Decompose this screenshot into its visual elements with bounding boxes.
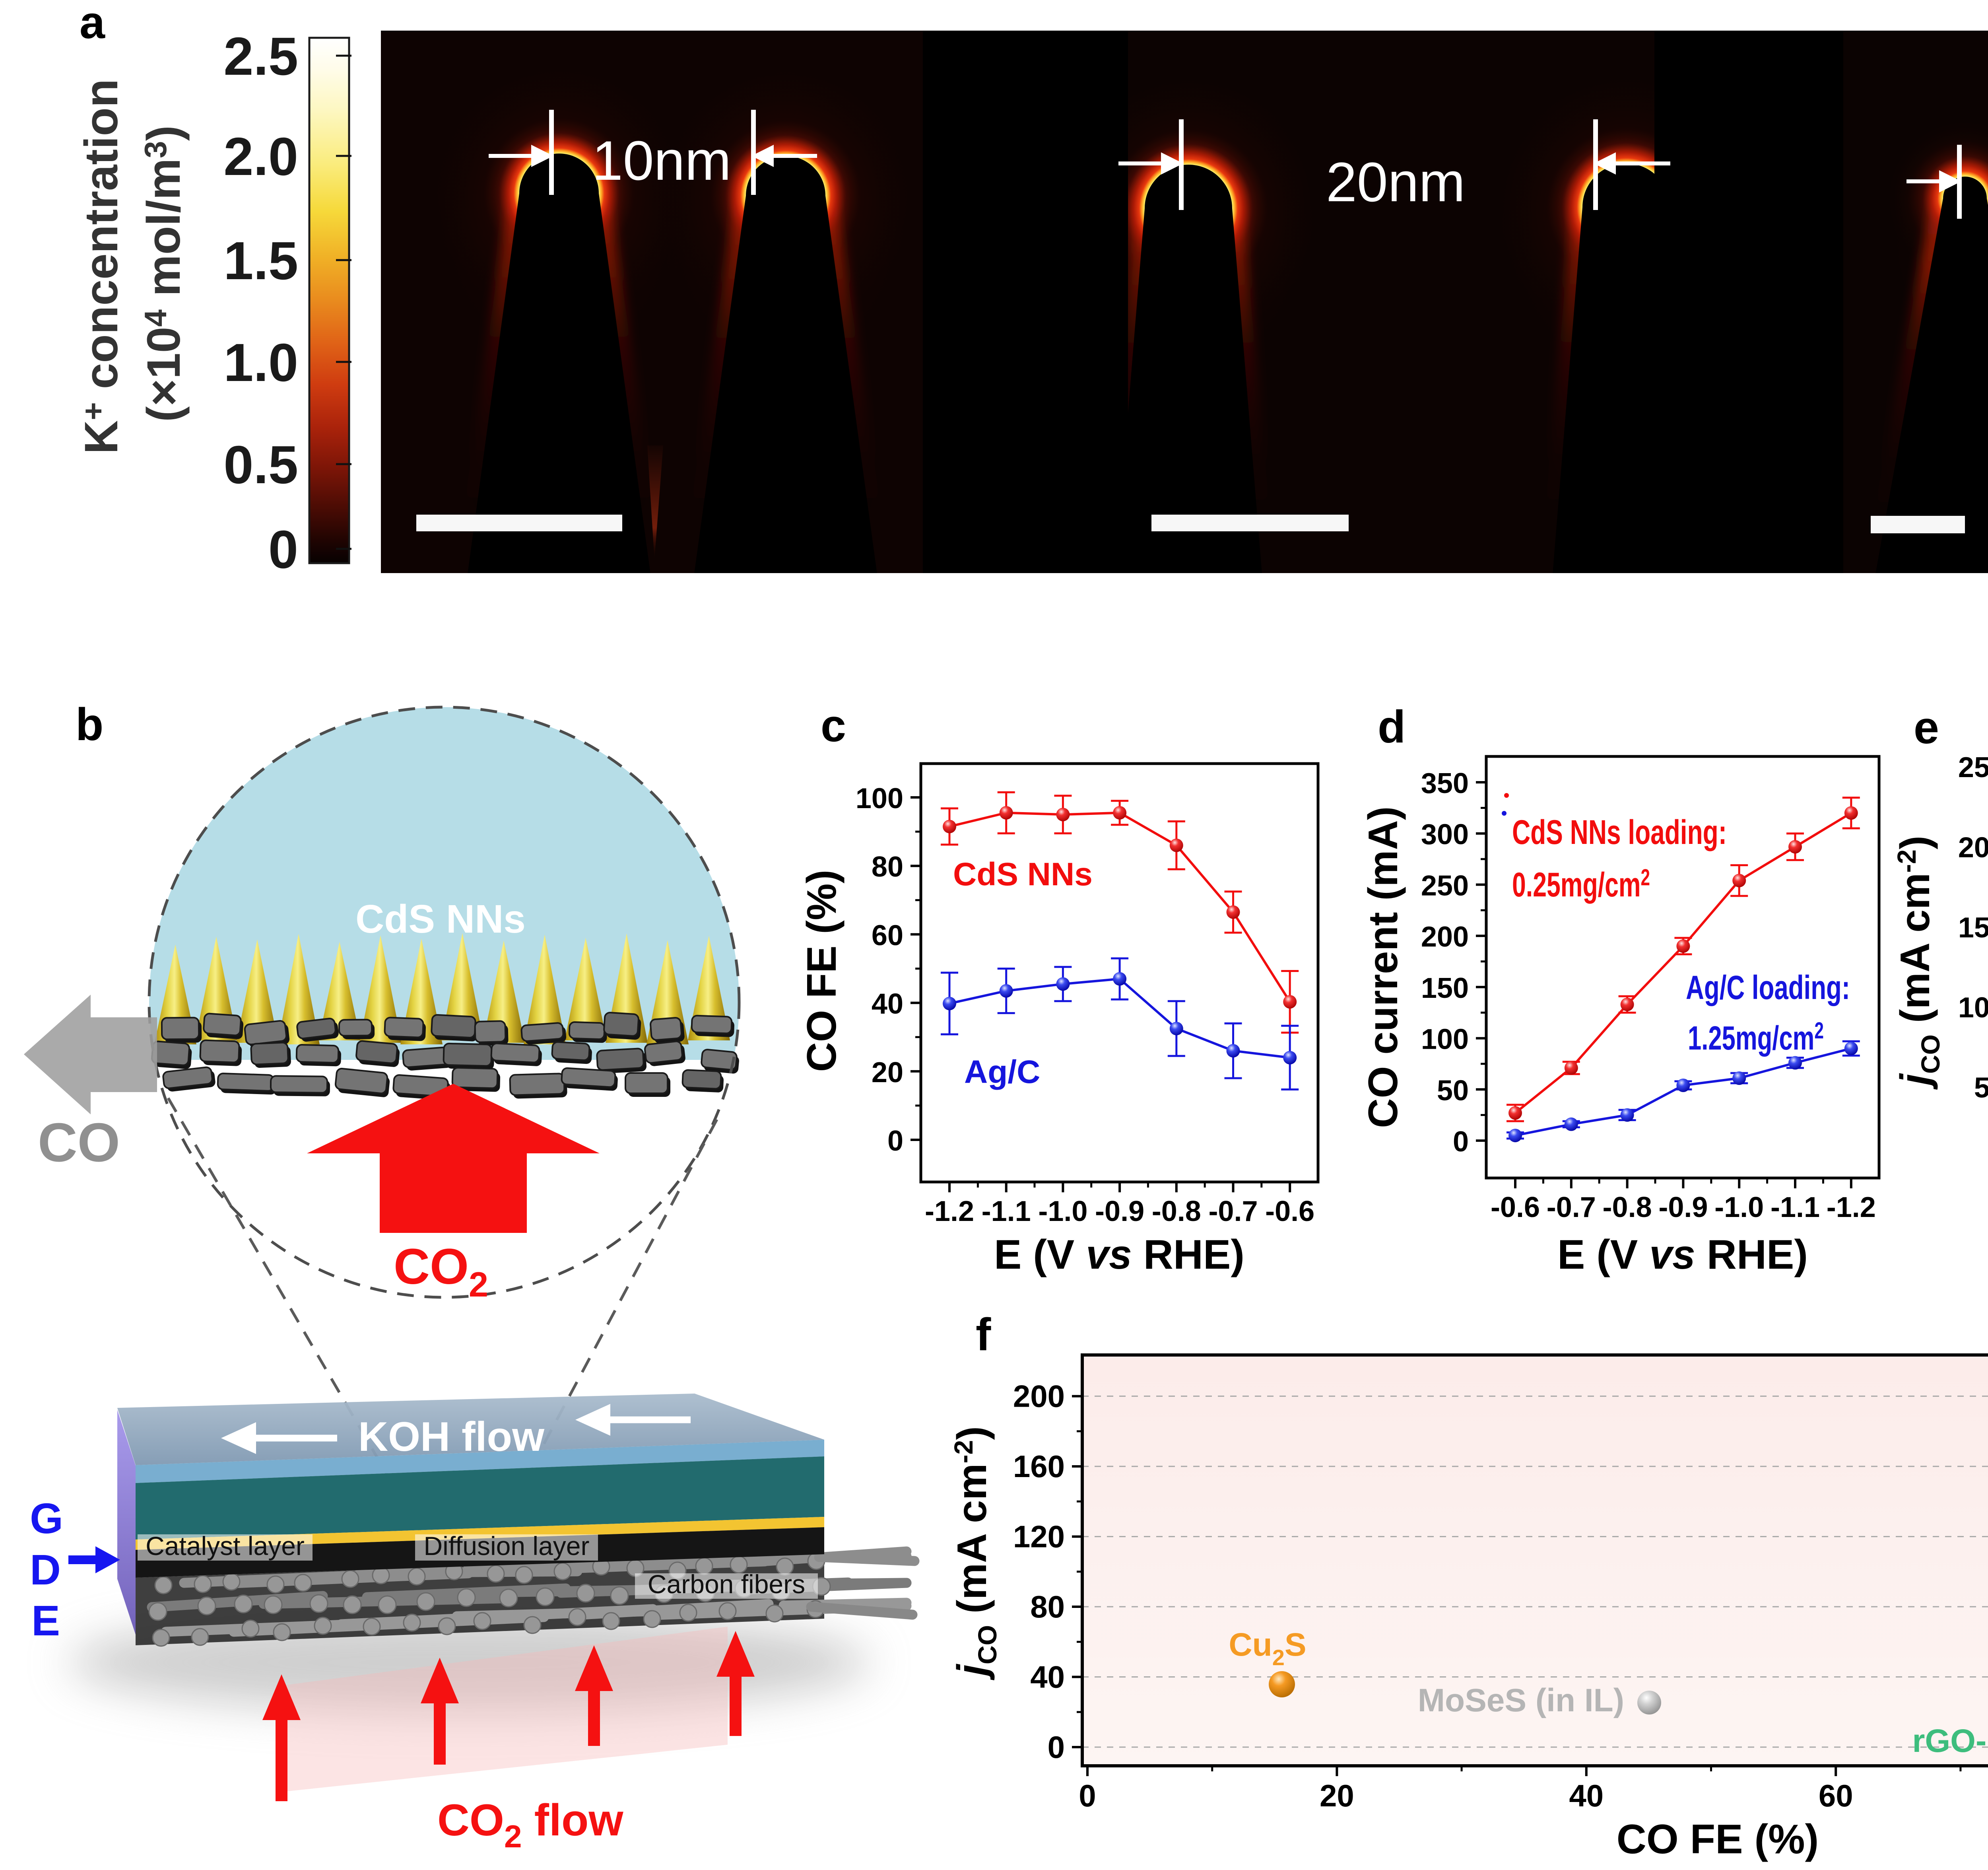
svg-text:(×104 mol/m3): (×104 mol/m3) [138,125,190,422]
svg-text:CO FE (%): CO FE (%) [1617,1816,1819,1862]
svg-text:Ag/C: Ag/C [964,1054,1040,1090]
svg-text:f: f [976,1309,991,1360]
svg-text:-0.7: -0.7 [1547,1192,1596,1223]
svg-text:0: 0 [1453,1126,1469,1158]
svg-text:100: 100 [1958,992,1988,1024]
svg-text:-0.8: -0.8 [1152,1195,1201,1227]
svg-text:60: 60 [872,919,903,951]
svg-text:1.5: 1.5 [223,231,298,291]
svg-text:40: 40 [872,988,903,1020]
svg-text:G: G [30,1494,63,1542]
svg-text:D: D [30,1545,61,1594]
svg-text:Ag/C loading:: Ag/C loading: [1686,969,1850,1006]
svg-text:E (V vs RHE): E (V vs RHE) [1557,1232,1808,1278]
svg-text:0: 0 [1079,1778,1096,1813]
svg-text:200: 200 [1958,832,1988,863]
svg-text:CO FE (%): CO FE (%) [799,870,845,1072]
svg-text:-1.1: -1.1 [1771,1192,1820,1223]
svg-text:20: 20 [872,1057,903,1089]
svg-text:-1.0: -1.0 [1038,1195,1087,1227]
svg-text:150: 150 [1421,972,1469,1004]
svg-text:50: 50 [1437,1075,1469,1106]
svg-text:250: 250 [1421,870,1469,902]
svg-text:250: 250 [1958,752,1988,783]
svg-text:d: d [1378,702,1406,752]
svg-text:-0.9: -0.9 [1658,1192,1708,1223]
svg-text:160: 160 [1013,1449,1065,1484]
svg-text:E (V vs RHE): E (V vs RHE) [994,1232,1244,1278]
svg-text:CO2 flow: CO2 flow [437,1795,623,1854]
svg-text:40: 40 [1030,1660,1065,1695]
svg-text:-1.2: -1.2 [925,1195,974,1227]
svg-text:CO current (mA): CO current (mA) [1364,807,1406,1128]
svg-text:-0.9: -0.9 [1095,1195,1144,1227]
svg-text:MoSeS (in IL): MoSeS (in IL) [1418,1682,1624,1718]
svg-text:K+ concentration: K+ concentration [75,79,128,454]
svg-text:Catalyst layer: Catalyst layer [146,1531,305,1561]
svg-text:E: E [31,1596,60,1645]
svg-text:1.0: 1.0 [223,332,298,393]
svg-text:0: 0 [1048,1730,1065,1765]
svg-text:-1.0: -1.0 [1714,1192,1764,1223]
svg-text:150: 150 [1958,912,1988,944]
svg-text:300: 300 [1421,819,1469,851]
svg-text:100: 100 [856,783,903,814]
svg-text:1.25mg/cm2: 1.25mg/cm2 [1688,1018,1824,1057]
svg-text:350: 350 [1421,768,1469,799]
svg-text:jCO (mA cm-2): jCO (mA cm-2) [949,1426,1002,1681]
svg-text:80: 80 [872,851,903,883]
svg-text:CdS NNs: CdS NNs [953,856,1093,892]
svg-text:20nm: 20nm [1326,151,1465,213]
svg-text:0.5: 0.5 [223,435,298,495]
svg-text:CdS NNs loading:: CdS NNs loading: [1512,813,1727,851]
svg-text:0.25mg/cm2: 0.25mg/cm2 [1512,865,1650,904]
svg-text:-0.8: -0.8 [1603,1192,1652,1223]
svg-text:80: 80 [1030,1589,1065,1624]
svg-text:Diffusion layer: Diffusion layer [424,1531,590,1561]
svg-text:KOH flow: KOH flow [358,1414,545,1460]
svg-text:b: b [76,699,103,750]
svg-text:120: 120 [1013,1519,1065,1554]
svg-text:-1.1: -1.1 [982,1195,1031,1227]
svg-text:Carbon fibers: Carbon fibers [648,1569,805,1599]
svg-text:-0.6: -0.6 [1491,1192,1540,1223]
svg-text:0: 0 [887,1125,903,1157]
svg-text:CdS NNs: CdS NNs [355,897,526,941]
svg-text:40: 40 [1569,1778,1604,1813]
svg-text:50: 50 [1974,1072,1988,1104]
svg-text:100: 100 [1421,1024,1469,1056]
svg-text:2.5: 2.5 [223,26,298,86]
svg-text:CO: CO [38,1112,120,1173]
svg-text:-0.6: -0.6 [1265,1195,1314,1227]
svg-text:20: 20 [1320,1778,1354,1813]
svg-text:0: 0 [268,519,298,579]
svg-text:CO2: CO2 [394,1238,488,1304]
svg-text:e: e [1914,702,1939,753]
svg-text:Cu2S: Cu2S [1229,1627,1306,1670]
svg-text:2.0: 2.0 [223,126,298,187]
svg-text:rGO-PEI-MoS2: rGO-PEI-MoS2 [1912,1723,1988,1766]
svg-text:jCO (mA cm-2): jCO (mA cm-2) [1892,836,1945,1090]
svg-text:10nm: 10nm [592,129,731,192]
svg-text:a: a [80,0,105,48]
svg-text:60: 60 [1819,1778,1853,1813]
svg-text:200: 200 [1013,1379,1065,1414]
svg-text:200: 200 [1421,921,1469,953]
svg-text:c: c [821,700,846,751]
svg-text:-0.7: -0.7 [1208,1195,1258,1227]
svg-text:-1.2: -1.2 [1827,1192,1876,1223]
